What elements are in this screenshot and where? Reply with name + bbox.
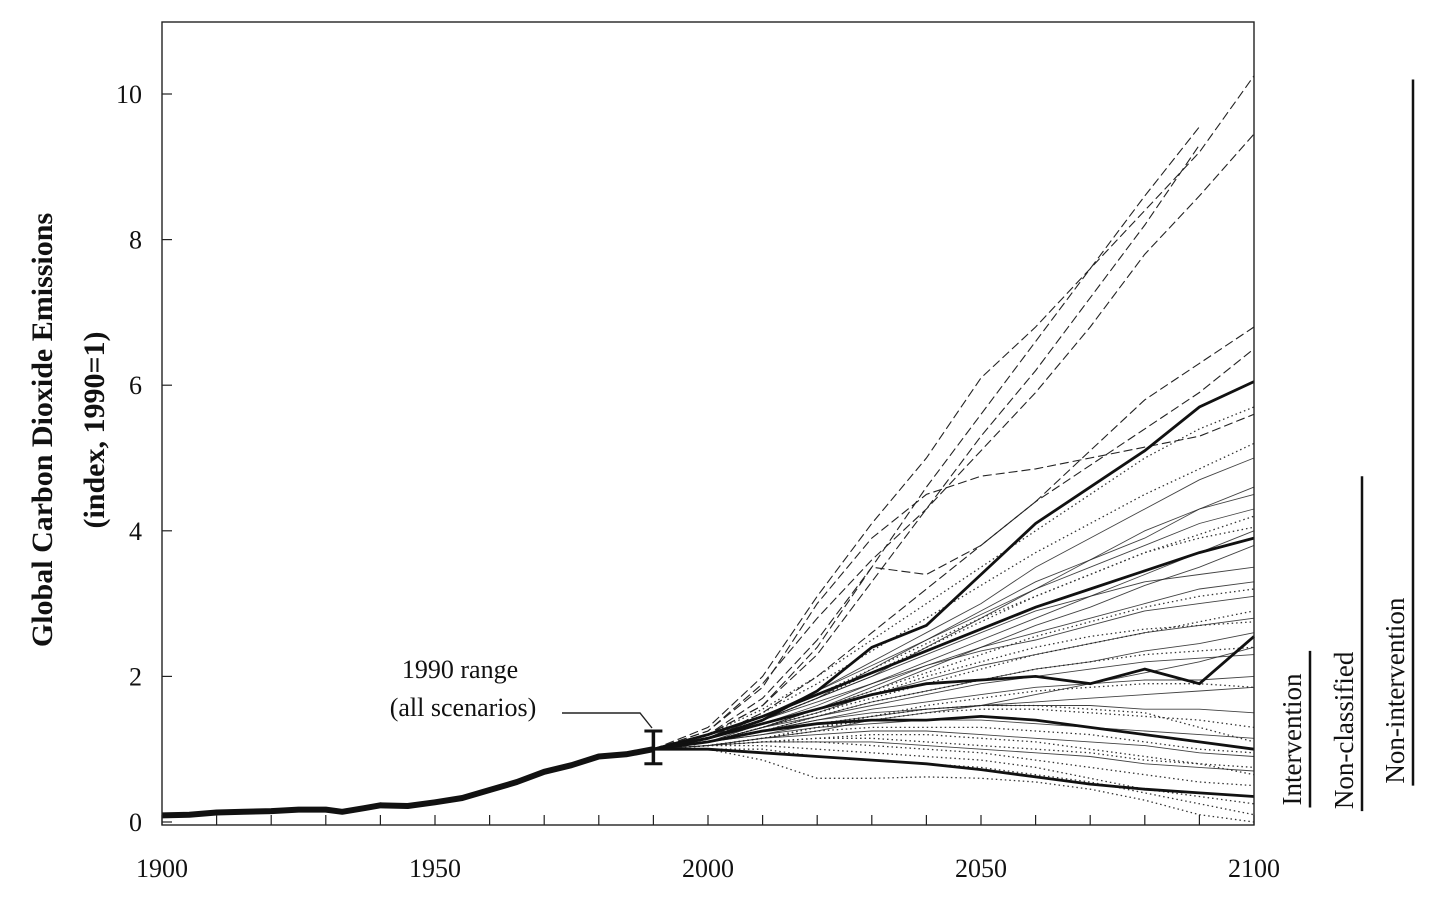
- range-error-bar: [644, 729, 663, 766]
- scenario-line-dotted: [653, 704, 1255, 750]
- scenario-line: [653, 544, 1255, 750]
- scenario-line: [653, 719, 1255, 750]
- scenario-line-dotted: [653, 621, 1255, 750]
- scenario-line-dotted: [653, 442, 1255, 750]
- scenario-line-dashed: [653, 126, 1200, 750]
- scenario-line-bold: [653, 747, 1255, 798]
- scenario-line-dashed: [653, 75, 1255, 750]
- y-axis-title-line2: (index, 1990=1): [78, 331, 111, 528]
- plot-frame: [161, 21, 1255, 826]
- scenario-line-dotted: [653, 748, 1255, 823]
- x-tick-label: 1900: [136, 854, 188, 883]
- category-label: Intervention: [1277, 673, 1307, 805]
- scenario-lines: [653, 75, 1255, 823]
- category-label: Non-intervention: [1380, 597, 1410, 783]
- scenario-line-dotted: [653, 748, 1255, 816]
- scenario-line-bold: [653, 635, 1255, 751]
- x-tick-label: 2050: [955, 854, 1007, 883]
- scenario-line-dotted: [653, 744, 1255, 805]
- scenario-line-dashed: [653, 133, 1255, 750]
- y-tick-label: 0: [129, 808, 142, 837]
- x-tick-label: 1950: [409, 854, 461, 883]
- y-axis-title-line1: Global Carbon Dioxide Emissions: [26, 213, 59, 647]
- scenario-line-bold: [653, 380, 1255, 751]
- annotation-line1: 1990 range: [402, 655, 518, 684]
- y-tick-label: 2: [129, 662, 142, 691]
- range-annotation: 1990 range (all scenarios): [390, 655, 663, 766]
- annotation-line2: (all scenarios): [390, 693, 537, 722]
- x-tick-label: 2100: [1228, 854, 1280, 883]
- scenario-line: [653, 741, 1255, 772]
- scenario-line-dotted: [653, 726, 1255, 754]
- y-tick-label: 6: [129, 371, 142, 400]
- scenario-line: [653, 508, 1255, 750]
- category-label: Non-classified: [1329, 651, 1359, 809]
- annotation-leader: [562, 712, 653, 729]
- scenario-line-bold: [653, 714, 1255, 751]
- scenario-line-bold: [653, 536, 1255, 751]
- historical-line: [161, 746, 654, 819]
- historical-series: [161, 746, 654, 819]
- y-tick-label: 10: [116, 80, 142, 109]
- category-bars: Intervention Non-classified Non-interventi…: [1277, 79, 1415, 812]
- axis-ticks: 1900 1950 2000 2050 2100 0 2 4 6 8 10: [116, 80, 1280, 883]
- y-tick-label: 4: [129, 517, 142, 546]
- y-tick-label: 8: [129, 226, 142, 255]
- scenario-line: [653, 632, 1255, 750]
- scenario-line-dashed: [653, 348, 1255, 750]
- scenario-line-dashed: [653, 413, 1255, 750]
- x-tick-label: 2000: [682, 854, 734, 883]
- scenario-line-dashed: [653, 326, 1255, 750]
